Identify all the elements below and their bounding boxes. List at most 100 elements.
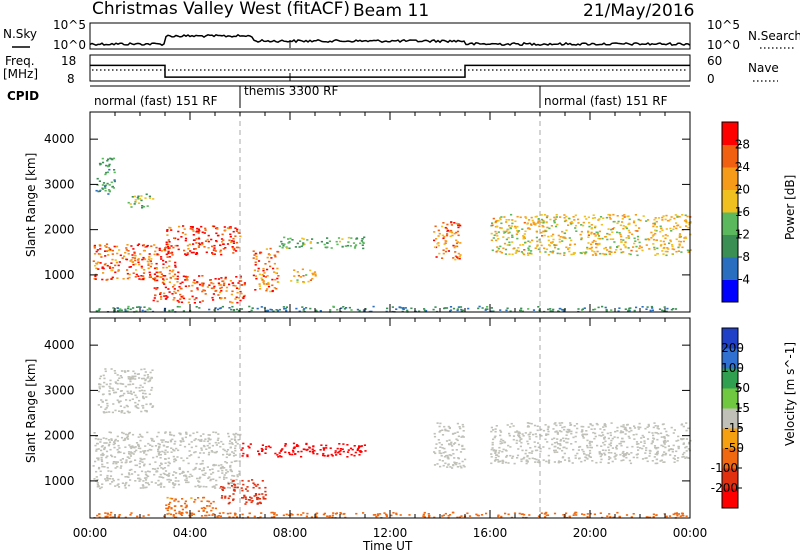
heatmap-cell-0 [126, 277, 129, 280]
heatmap-cell-0 [170, 447, 173, 449]
heatmap-cell-0 [93, 253, 97, 255]
heatmap-cell-6 [590, 428, 593, 430]
heatmap-cell-7 [547, 235, 550, 238]
heatmap-cell-3 [208, 505, 211, 507]
heatmap-cell-2 [212, 282, 215, 285]
heatmap-cell-6 [505, 456, 508, 458]
heatmap-cell-6 [656, 452, 659, 454]
heatmap-cell-7 [132, 391, 135, 394]
heatmap-cell-1 [264, 452, 267, 454]
heatmap-cell-6 [588, 442, 591, 444]
heatmap-cell-0 [163, 467, 166, 469]
heatmap-cell-7 [523, 221, 526, 224]
heatmap-cell-5 [453, 461, 456, 464]
heatmap-cell-6 [632, 456, 635, 459]
heatmap-cell-7 [555, 214, 558, 216]
heatmap-cell-0 [124, 483, 127, 485]
heatmap-cell-3 [165, 504, 168, 506]
heatmap-cell-0 [164, 458, 167, 460]
heatmap-cell-0 [148, 276, 151, 279]
heatmap-cell-7 [523, 237, 526, 239]
heatmap-cell-2 [223, 487, 226, 489]
heatmap-cell-7 [619, 233, 622, 236]
heatmap-cell-6 [653, 456, 656, 458]
heatmap-cell-0 [114, 439, 117, 442]
heatmap-cell-6 [446, 233, 449, 235]
heatmap-cell-0 [232, 455, 236, 457]
heatmap-cell-6 [601, 431, 604, 434]
heatmap-cell-6 [589, 456, 592, 458]
heatmap-cell-0 [126, 438, 130, 440]
heatmap-cell-4 [575, 511, 578, 514]
heatmap-cell-4 [129, 514, 132, 516]
heatmap-cell-7 [137, 407, 140, 409]
heatmap-cell-3 [264, 276, 267, 278]
heatmap-cell-0 [155, 471, 158, 473]
heatmap-cell-5 [299, 276, 302, 278]
heatmap-cell-0 [178, 473, 182, 475]
heatmap-cell-2 [176, 275, 179, 278]
heatmap-cell-2 [190, 290, 193, 292]
heatmap-cell-0 [138, 462, 141, 465]
heatmap-cell-6 [504, 461, 508, 464]
heatmap-cell-6 [553, 442, 557, 444]
heatmap-cell-10 [133, 203, 136, 205]
heatmap-cell-5 [454, 432, 457, 434]
heatmap-cell-0 [134, 259, 137, 262]
heatmap-cell-6 [527, 433, 530, 436]
heatmap-cell-1 [213, 225, 216, 228]
heatmap-cell-5 [444, 451, 447, 453]
heatmap-cell-7 [510, 213, 513, 216]
heatmap-cell-6 [607, 437, 610, 440]
heatmap-cell-1 [242, 452, 245, 455]
heatmap-cell-6 [452, 257, 455, 259]
heatmap-cell-7 [522, 253, 526, 256]
heatmap-cell-7 [678, 234, 681, 237]
heatmap-cell-7 [642, 215, 645, 217]
heatmap-cell-4 [106, 513, 109, 515]
heatmap-cell-3 [211, 507, 214, 509]
heatmap-cell-1 [234, 235, 237, 237]
heatmap-cell-1 [311, 451, 314, 453]
heatmap-cell-7 [599, 216, 603, 218]
heatmap-cell-4 [545, 511, 548, 514]
heatmap-cell-6 [556, 431, 559, 434]
heatmap-cell-2 [162, 279, 165, 281]
heatmap-cell-8 [248, 305, 251, 308]
heatmap-cell-0 [106, 264, 109, 267]
heatmap-cell-7 [104, 370, 107, 373]
heatmap-cell-6 [685, 456, 688, 458]
heatmap-cell-4 [290, 513, 293, 515]
heatmap-cell-6 [654, 431, 657, 434]
heatmap-cell-2 [208, 284, 211, 286]
heatmap-cell-5 [314, 273, 317, 275]
heatmap-cell-7 [130, 376, 133, 379]
heatmap-cell-6 [452, 244, 455, 247]
heatmap-cell-6 [637, 449, 640, 451]
heatmap-cell-3 [258, 273, 261, 276]
heatmap-cell-1 [277, 456, 280, 458]
heatmap-cell-2 [232, 499, 235, 501]
heatmap-cell-7 [590, 227, 593, 230]
colorbar-swatch [722, 348, 738, 369]
heatmap-cell-6 [624, 428, 628, 431]
heatmap-cell-7 [140, 368, 143, 371]
heatmap-cell-4 [219, 515, 222, 517]
heatmap-cell-4 [300, 514, 303, 516]
heatmap-cell-0 [150, 245, 153, 247]
heatmap-cell-5 [452, 453, 455, 455]
heatmap-cell-0 [231, 451, 234, 453]
heatmap-cell-4 [309, 241, 312, 243]
colorbar-tick-label: 15 [735, 401, 750, 415]
heatmap-cell-0 [209, 479, 212, 482]
heatmap-cell-5 [440, 455, 443, 457]
heatmap-cell-4 [124, 516, 127, 519]
heatmap-cell-0 [148, 470, 151, 473]
heatmap-cell-0 [114, 467, 117, 469]
heatmap-cell-4 [362, 242, 365, 244]
colorbar-tick-label: 8 [742, 250, 750, 264]
heatmap-cell-6 [589, 440, 592, 443]
heatmap-cell-0 [173, 471, 176, 473]
heatmap-cell-6 [687, 442, 691, 445]
heatmap-cell-7 [659, 244, 663, 247]
